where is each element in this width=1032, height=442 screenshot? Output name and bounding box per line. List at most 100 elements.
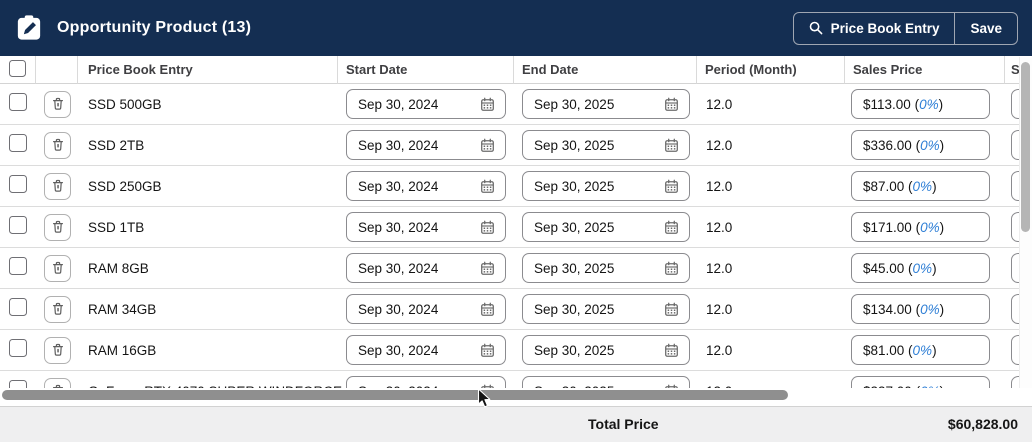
calendar-icon[interactable] xyxy=(664,261,679,276)
calendar-icon[interactable] xyxy=(480,179,495,194)
end-date-value: Sep 30, 2025 xyxy=(534,96,615,112)
delete-row-button[interactable] xyxy=(44,131,71,159)
row-checkbox[interactable] xyxy=(9,338,27,357)
sales-price-input[interactable]: $87.00 (0%) xyxy=(851,171,990,201)
period-cell: 12.0 xyxy=(697,371,845,389)
discount-value: 0% xyxy=(912,178,933,194)
calendar-icon[interactable] xyxy=(480,302,495,317)
calendar-icon[interactable] xyxy=(480,384,495,389)
calendar-icon[interactable] xyxy=(480,261,495,276)
start-date-value: Sep 30, 2024 xyxy=(358,219,439,235)
sales-price-input[interactable]: $134.00 (0%) xyxy=(851,294,990,324)
delete-row-button[interactable] xyxy=(44,213,71,241)
table-body: SSD 500GB Sep 30, 2024 xyxy=(0,84,1032,388)
trash-icon xyxy=(52,302,63,315)
delete-row-button[interactable] xyxy=(44,172,71,200)
horizontal-scrollbar xyxy=(0,388,1032,406)
row-checkbox[interactable] xyxy=(9,256,27,275)
table-row: RAM 16GB Sep 30, 2024 xyxy=(0,330,1032,371)
delete-row-button[interactable] xyxy=(44,377,71,388)
horizontal-scrollbar-thumb[interactable] xyxy=(2,390,788,400)
sales-price-input[interactable]: $45.00 (0%) xyxy=(851,253,990,283)
price-book-entry-cell: RAM 16GB xyxy=(78,330,338,371)
calendar-icon[interactable] xyxy=(480,343,495,358)
sales-price-input[interactable]: $81.00 (0%) xyxy=(851,335,990,365)
start-date-input[interactable]: Sep 30, 2024 xyxy=(346,89,506,119)
delete-row-button[interactable] xyxy=(44,90,71,118)
period-cell: 12.0 xyxy=(697,84,845,125)
end-date-input[interactable]: Sep 30, 2025 xyxy=(522,294,690,324)
sales-price-value: $171.00 xyxy=(863,219,912,235)
trash-icon xyxy=(52,220,63,233)
start-date-input[interactable]: Sep 30, 2024 xyxy=(346,130,506,160)
end-date-input[interactable]: Sep 30, 2025 xyxy=(522,171,690,201)
period-cell: 12.0 xyxy=(697,166,845,207)
end-date-input[interactable]: Sep 30, 2025 xyxy=(522,253,690,283)
calendar-icon[interactable] xyxy=(664,384,679,389)
end-date-value: Sep 30, 2025 xyxy=(534,342,615,358)
calendar-icon[interactable] xyxy=(480,220,495,235)
start-date-value: Sep 30, 2024 xyxy=(358,96,439,112)
calendar-icon[interactable] xyxy=(480,138,495,153)
calendar-icon[interactable] xyxy=(664,302,679,317)
calendar-icon[interactable] xyxy=(664,179,679,194)
end-date-input[interactable]: Sep 30, 2025 xyxy=(522,376,690,388)
price-book-entry-cell: GeForce RTX 4070 SUPER WINDFORCE xyxy=(78,371,342,389)
vertical-scrollbar-thumb[interactable] xyxy=(1021,62,1030,232)
row-checkbox[interactable] xyxy=(9,133,27,152)
table-header-row: Price Book Entry Start Date End Date Per… xyxy=(0,56,1032,84)
row-checkbox[interactable] xyxy=(9,215,27,234)
end-date-input[interactable]: Sep 30, 2025 xyxy=(522,89,690,119)
sales-price-value: $113.00 xyxy=(863,96,911,112)
table-row: SSD 250GB Sep 30, 2024 xyxy=(0,166,1032,207)
trash-icon xyxy=(52,97,63,110)
start-date-value: Sep 30, 2024 xyxy=(358,342,439,358)
start-date-input[interactable]: Sep 30, 2024 xyxy=(346,376,506,388)
start-date-input[interactable]: Sep 30, 2024 xyxy=(346,294,506,324)
end-date-input[interactable]: Sep 30, 2025 xyxy=(522,130,690,160)
row-checkbox[interactable] xyxy=(9,379,27,388)
page-title: Opportunity Product (13) xyxy=(57,19,252,36)
column-header-end-date: End Date xyxy=(514,56,697,84)
row-checkbox[interactable] xyxy=(9,174,27,193)
row-checkbox[interactable] xyxy=(9,92,27,111)
calendar-icon[interactable] xyxy=(664,97,679,112)
price-book-entry-cell: RAM 34GB xyxy=(78,289,338,330)
delete-row-button[interactable] xyxy=(44,254,71,282)
end-date-value: Sep 30, 2025 xyxy=(534,219,615,235)
end-date-input[interactable]: Sep 30, 2025 xyxy=(522,212,690,242)
calendar-icon[interactable] xyxy=(664,220,679,235)
table-row: SSD 2TB Sep 30, 2024 xyxy=(0,125,1032,166)
save-button[interactable]: Save xyxy=(954,12,1017,44)
sales-price-input[interactable]: $337.00 (0%) xyxy=(851,376,990,388)
calendar-icon[interactable] xyxy=(664,138,679,153)
calendar-icon[interactable] xyxy=(664,343,679,358)
period-cell: 12.0 xyxy=(697,289,845,330)
end-date-input[interactable]: Sep 30, 2025 xyxy=(522,335,690,365)
sales-price-input[interactable]: $336.00 (0%) xyxy=(851,130,990,160)
discount-value: 0% xyxy=(919,96,939,112)
sales-price-input[interactable]: $113.00 (0%) xyxy=(851,89,990,119)
total-price-label: Total Price xyxy=(588,416,659,432)
sales-price-input[interactable]: $171.00 (0%) xyxy=(851,212,990,242)
start-date-input[interactable]: Sep 30, 2024 xyxy=(346,212,506,242)
trash-icon xyxy=(52,343,63,356)
table-row: GeForce RTX 4070 SUPER WINDFORCE Sep 30,… xyxy=(0,371,1032,388)
delete-row-button[interactable] xyxy=(44,295,71,323)
select-all-checkbox[interactable] xyxy=(9,59,26,77)
delete-row-button[interactable] xyxy=(44,336,71,364)
price-book-entry-button[interactable]: Price Book Entry xyxy=(794,13,955,44)
start-date-input[interactable]: Sep 30, 2024 xyxy=(346,335,506,365)
calendar-icon[interactable] xyxy=(480,97,495,112)
start-date-input[interactable]: Sep 30, 2024 xyxy=(346,171,506,201)
clipboard-pencil-icon xyxy=(17,15,41,40)
sales-price-value: $336.00 xyxy=(863,137,912,153)
sales-price-value: $81.00 xyxy=(863,342,905,358)
trash-icon xyxy=(52,384,63,388)
column-header-actions xyxy=(36,56,78,84)
start-date-value: Sep 30, 2024 xyxy=(358,301,439,317)
start-date-input[interactable]: Sep 30, 2024 xyxy=(346,253,506,283)
table-row: SSD 500GB Sep 30, 2024 xyxy=(0,84,1032,125)
row-checkbox[interactable] xyxy=(9,297,27,316)
